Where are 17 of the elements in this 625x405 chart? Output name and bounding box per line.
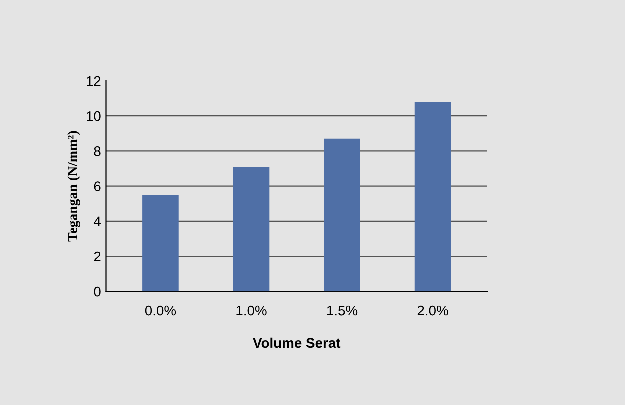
x-tick-label: 1.0%	[236, 306, 267, 316]
y-tick-label: 8	[94, 146, 101, 156]
bar	[324, 138, 360, 292]
y-tick-label: 4	[94, 216, 101, 226]
bar	[414, 102, 452, 292]
y-axis-title: Tegangan (N/mm²)	[68, 131, 80, 242]
x-axis-title: Volume Serat	[253, 338, 341, 348]
x-tick-label: 2.0%	[418, 306, 448, 316]
y-tick-label: 6	[94, 182, 101, 192]
x-tick-label: 0.0%	[145, 306, 176, 316]
bar	[142, 195, 179, 292]
bar	[233, 166, 270, 292]
y-tick-label: 10	[87, 111, 101, 122]
y-tick-label: 12	[87, 76, 101, 86]
y-tick-label: 2	[94, 252, 101, 262]
x-tick-label: 1.5%	[327, 306, 358, 316]
y-tick-label: 0	[94, 286, 101, 297]
